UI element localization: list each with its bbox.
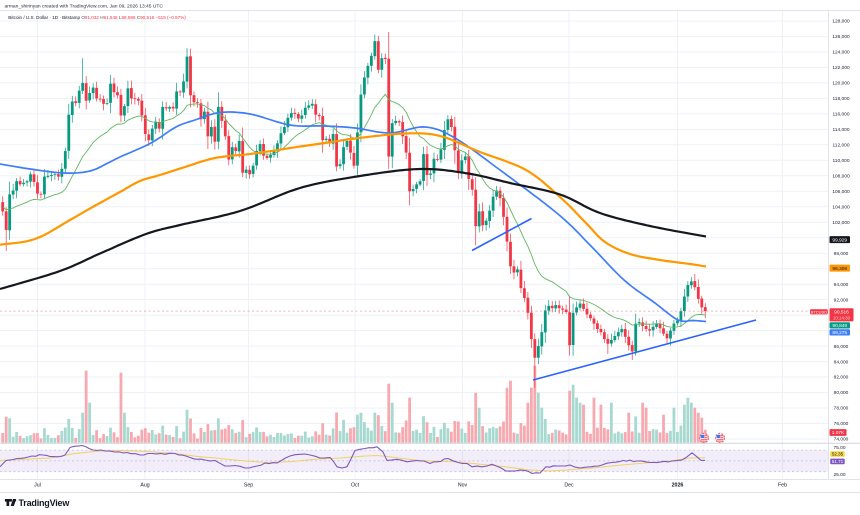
- svg-text:90,516: 90,516: [834, 310, 849, 316]
- svg-text:108,000: 108,000: [832, 174, 850, 180]
- svg-text:78,000: 78,000: [834, 406, 849, 412]
- svg-text:Jul: Jul: [34, 483, 41, 489]
- svg-text:89,275: 89,275: [832, 330, 847, 336]
- svg-text:25.00: 25.00: [833, 472, 845, 478]
- svg-text:124,000: 124,000: [832, 50, 850, 56]
- svg-text:76,000: 76,000: [834, 421, 849, 427]
- svg-text:80,000: 80,000: [834, 390, 849, 396]
- svg-text:1.07K: 1.07K: [832, 430, 845, 436]
- svg-text:92,000: 92,000: [834, 297, 849, 303]
- svg-text:112,000: 112,000: [833, 143, 850, 149]
- svg-text:126,000: 126,000: [832, 34, 850, 40]
- svg-text:10:14:30: 10:14:30: [833, 315, 851, 320]
- svg-text:94,000: 94,000: [834, 282, 849, 288]
- svg-text:96,308: 96,308: [832, 266, 847, 272]
- svg-text:Dec: Dec: [564, 483, 574, 489]
- svg-text:Aug: Aug: [140, 483, 149, 489]
- svg-text:84,000: 84,000: [834, 359, 849, 365]
- svg-text:arman_shirinyan created with T: arman_shirinyan created with TradingView…: [5, 3, 164, 9]
- svg-text:98,000: 98,000: [834, 251, 849, 257]
- svg-text:TradingView: TradingView: [19, 498, 71, 508]
- svg-text:90,849: 90,849: [832, 323, 847, 329]
- svg-text:106,000: 106,000: [832, 189, 850, 195]
- svg-text:Oct: Oct: [351, 483, 360, 489]
- svg-text:110,000: 110,000: [833, 158, 850, 164]
- svg-text:116,000: 116,000: [833, 112, 850, 118]
- svg-text:118,000: 118,000: [833, 96, 850, 102]
- svg-text:128,000: 128,000: [832, 19, 850, 25]
- svg-text:52.35: 52.35: [832, 452, 844, 457]
- svg-text:74,000: 74,000: [834, 437, 849, 443]
- svg-text:99,929: 99,929: [832, 237, 847, 243]
- svg-text:BTCUSD: BTCUSD: [811, 309, 828, 314]
- svg-text:102,000: 102,000: [832, 220, 850, 226]
- svg-text:Sep: Sep: [244, 483, 253, 489]
- svg-text:2026: 2026: [672, 483, 684, 489]
- svg-text:82,000: 82,000: [834, 375, 849, 381]
- svg-text:Feb: Feb: [778, 483, 787, 489]
- svg-text:Nov: Nov: [458, 483, 468, 489]
- svg-text:114,000: 114,000: [833, 127, 850, 133]
- svg-text:104,000: 104,000: [832, 205, 850, 211]
- svg-text:Bitcoin / U.S. Dollar · 1D · B: Bitcoin / U.S. Dollar · 1D · Bitstamp O9…: [8, 15, 186, 20]
- svg-text:120,000: 120,000: [832, 81, 850, 87]
- svg-text:51.71: 51.71: [832, 459, 844, 464]
- svg-text:75.00: 75.00: [833, 445, 845, 451]
- svg-text:122,000: 122,000: [832, 65, 850, 71]
- svg-text:86,000: 86,000: [834, 344, 849, 350]
